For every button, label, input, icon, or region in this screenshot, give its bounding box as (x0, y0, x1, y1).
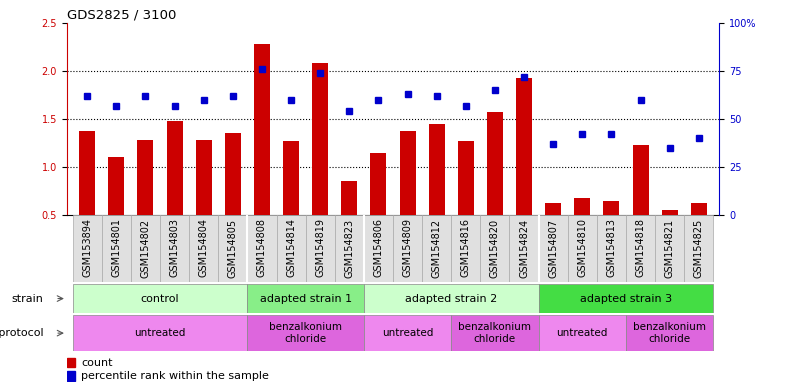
Bar (370, 153, 387, 215)
Bar (67, 371, 75, 381)
Bar (451, 315, 538, 351)
Bar (196, 140, 211, 215)
Text: GSM154814: GSM154814 (286, 218, 296, 277)
Bar (685, 215, 714, 282)
Text: GSM154821: GSM154821 (665, 218, 674, 278)
Bar (335, 215, 364, 282)
Text: GSM154805: GSM154805 (228, 218, 238, 278)
Bar (277, 215, 306, 282)
Text: GSM154803: GSM154803 (170, 218, 179, 277)
Bar (254, 44, 270, 215)
Bar (248, 315, 364, 351)
Text: untreated: untreated (556, 328, 608, 338)
Text: GSM154809: GSM154809 (402, 218, 413, 277)
Bar (626, 315, 714, 351)
Bar (248, 215, 277, 282)
Bar (312, 63, 329, 215)
Bar (516, 78, 532, 215)
Text: benzalkonium
chloride: benzalkonium chloride (458, 322, 531, 344)
Text: adapted strain 3: adapted strain 3 (580, 293, 672, 304)
Bar (72, 284, 248, 313)
Bar (67, 358, 75, 367)
Bar (364, 284, 538, 313)
Bar (189, 215, 219, 282)
Bar (691, 203, 707, 215)
Bar (225, 134, 241, 215)
Text: GSM154819: GSM154819 (315, 218, 325, 277)
Bar (538, 284, 714, 313)
Text: GSM153894: GSM153894 (83, 218, 92, 277)
Bar (480, 215, 509, 282)
Bar (575, 198, 590, 215)
Bar (428, 124, 445, 215)
Text: adapted strain 1: adapted strain 1 (259, 293, 351, 304)
Text: growth protocol: growth protocol (0, 328, 43, 338)
Text: count: count (82, 358, 113, 368)
Text: GSM154810: GSM154810 (577, 218, 587, 277)
Bar (79, 131, 95, 215)
Text: GSM154804: GSM154804 (199, 218, 209, 277)
Bar (626, 215, 655, 282)
Bar (538, 215, 567, 282)
Bar (567, 215, 597, 282)
Bar (364, 315, 451, 351)
Bar (306, 215, 335, 282)
Bar (72, 315, 248, 351)
Bar (509, 215, 538, 282)
Bar (131, 215, 160, 282)
Text: untreated: untreated (382, 328, 433, 338)
Bar (662, 210, 678, 215)
Text: GSM154808: GSM154808 (257, 218, 267, 277)
Bar (219, 215, 248, 282)
Bar (108, 157, 124, 215)
Bar (422, 215, 451, 282)
Bar (633, 145, 648, 215)
Bar (283, 141, 299, 215)
Text: benzalkonium
chloride: benzalkonium chloride (634, 322, 706, 344)
Text: control: control (141, 293, 179, 304)
Bar (457, 141, 474, 215)
Bar (248, 284, 364, 313)
Bar (597, 215, 626, 282)
Text: GSM154806: GSM154806 (373, 218, 384, 277)
Text: GSM154816: GSM154816 (461, 218, 471, 277)
Text: untreated: untreated (134, 328, 185, 338)
Text: GSM154801: GSM154801 (112, 218, 121, 277)
Text: GSM154813: GSM154813 (607, 218, 616, 277)
Bar (167, 121, 182, 215)
Bar (545, 203, 561, 215)
Bar (138, 140, 153, 215)
Bar (341, 182, 358, 215)
Text: GSM154818: GSM154818 (636, 218, 645, 277)
Text: GSM154820: GSM154820 (490, 218, 500, 278)
Bar (393, 215, 422, 282)
Bar (101, 215, 131, 282)
Text: adapted strain 2: adapted strain 2 (405, 293, 498, 304)
Bar (160, 215, 189, 282)
Bar (399, 131, 416, 215)
Text: GSM154825: GSM154825 (694, 218, 703, 278)
Bar (487, 112, 503, 215)
Bar (72, 215, 101, 282)
Bar (604, 200, 619, 215)
Bar (451, 215, 480, 282)
Text: GDS2825 / 3100: GDS2825 / 3100 (67, 9, 176, 22)
Text: percentile rank within the sample: percentile rank within the sample (82, 371, 270, 381)
Text: GSM154802: GSM154802 (141, 218, 150, 278)
Bar (655, 215, 685, 282)
Text: GSM154812: GSM154812 (432, 218, 442, 278)
Text: GSM154807: GSM154807 (548, 218, 558, 278)
Text: strain: strain (12, 293, 43, 304)
Text: GSM154823: GSM154823 (344, 218, 354, 278)
Bar (538, 315, 626, 351)
Text: benzalkonium
chloride: benzalkonium chloride (269, 322, 342, 344)
Bar (364, 215, 393, 282)
Text: GSM154824: GSM154824 (519, 218, 529, 278)
